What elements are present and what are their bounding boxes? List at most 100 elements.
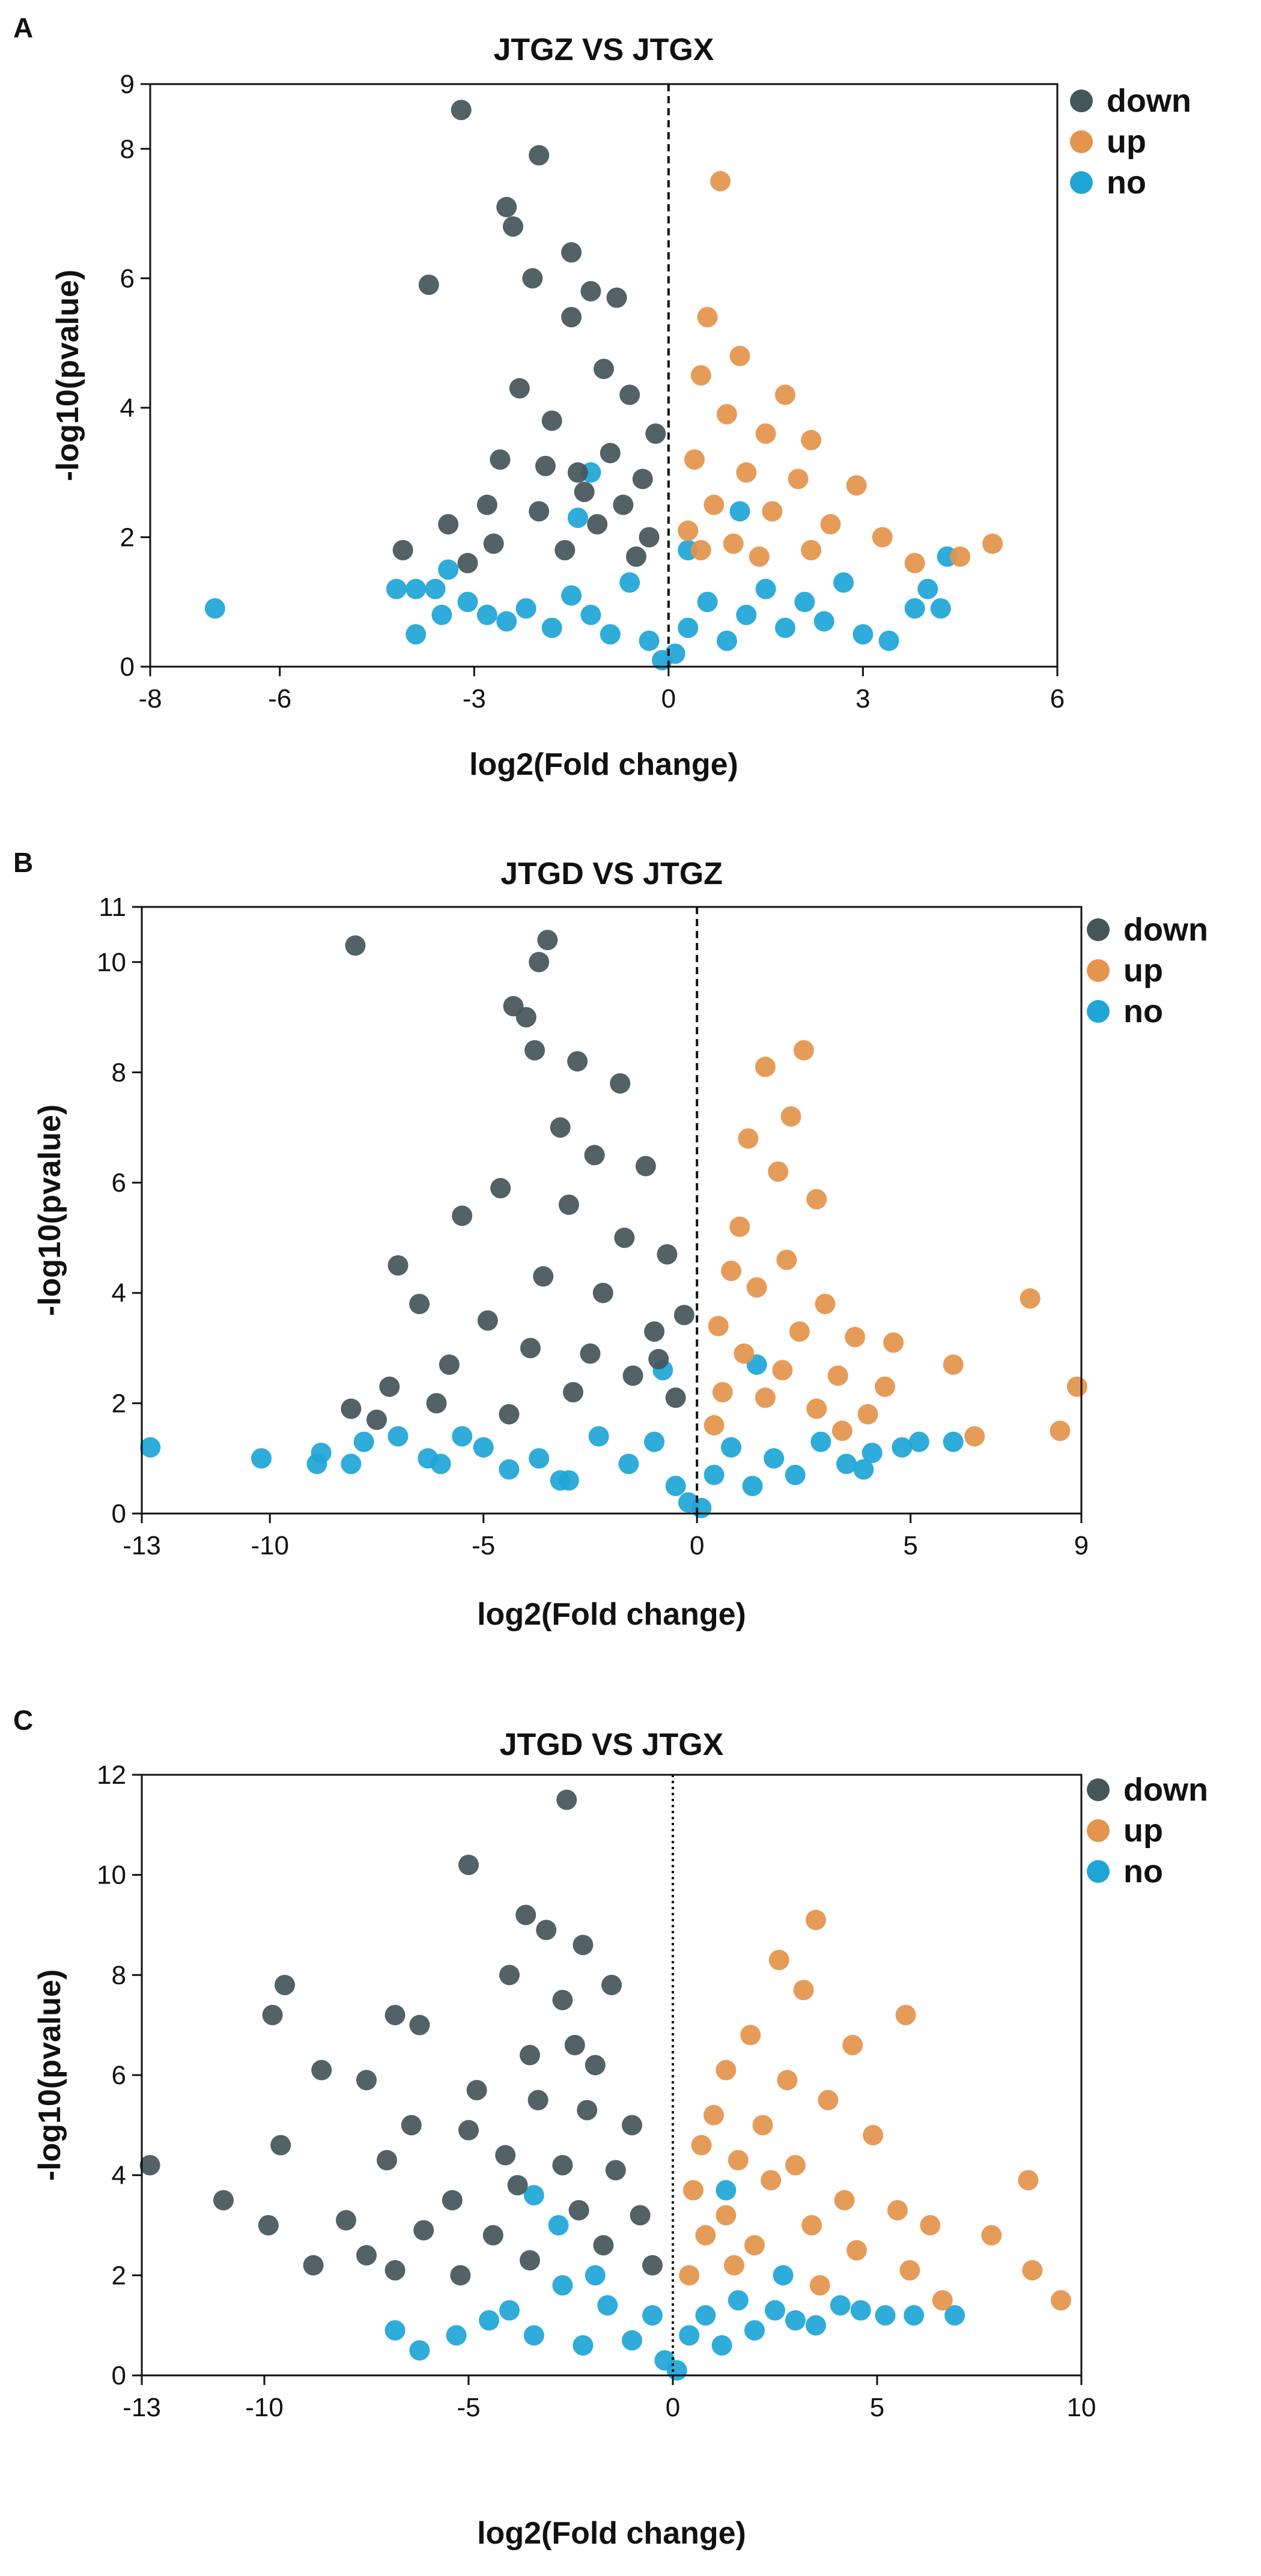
- series-no: [204, 462, 958, 671]
- point-no: [523, 2185, 544, 2205]
- point-no: [755, 578, 776, 599]
- point-down: [139, 2155, 160, 2175]
- point-down: [632, 468, 653, 489]
- point-up: [691, 2135, 712, 2156]
- point-no: [573, 2335, 594, 2356]
- point-no: [830, 2295, 851, 2316]
- panel-label: A: [13, 12, 33, 43]
- point-down: [483, 533, 504, 554]
- chart-title: JTGD VS JTGZ: [500, 856, 723, 891]
- x-tick-label: -8: [138, 684, 162, 714]
- point-up: [920, 2215, 941, 2235]
- point-up: [1066, 1376, 1087, 1397]
- point-down: [577, 2100, 598, 2121]
- legend-label-no: no: [1123, 993, 1163, 1029]
- point-up: [899, 2260, 920, 2281]
- x-tick-label: -13: [123, 2393, 161, 2422]
- point-up: [895, 2005, 916, 2025]
- point-no: [665, 1476, 686, 1497]
- point-down: [552, 1990, 573, 2010]
- point-no: [943, 1431, 964, 1452]
- point-no: [548, 2215, 569, 2235]
- point-no: [473, 1437, 494, 1458]
- x-tick-label: 5: [870, 2393, 884, 2422]
- point-down: [587, 514, 608, 535]
- point-up: [703, 494, 725, 515]
- point-down: [451, 100, 472, 121]
- series-up: [703, 1040, 1087, 1447]
- point-no: [744, 2320, 765, 2341]
- point-down: [520, 1338, 541, 1359]
- point-no: [585, 2265, 606, 2286]
- point-down: [584, 1145, 605, 1166]
- panel-label: B: [13, 847, 33, 878]
- point-down: [213, 2190, 234, 2211]
- plot-frame: [141, 906, 1083, 1515]
- point-no: [409, 2340, 430, 2361]
- x-tick-label: 6: [1050, 684, 1065, 714]
- point-down: [550, 1117, 571, 1138]
- point-up: [772, 1360, 793, 1381]
- x-tick-label: -13: [123, 1531, 161, 1560]
- point-down: [515, 1007, 536, 1028]
- point-down: [541, 410, 562, 431]
- point-up: [780, 1106, 801, 1127]
- x-axis-label: log2(Fold change): [477, 1597, 746, 1632]
- point-down: [384, 2260, 406, 2281]
- point-down: [558, 1194, 579, 1215]
- point-down: [439, 1354, 460, 1375]
- point-down: [458, 1855, 479, 1875]
- point-down: [379, 1376, 400, 1397]
- point-up: [724, 2255, 744, 2276]
- point-down: [409, 2014, 430, 2035]
- point-no: [406, 578, 427, 599]
- point-down: [387, 1255, 409, 1276]
- point-down: [529, 951, 550, 972]
- point-no: [930, 598, 951, 619]
- point-no: [853, 1459, 874, 1480]
- point-no: [697, 592, 718, 613]
- chart-title: JTGZ VS JTGX: [494, 32, 714, 67]
- point-down: [527, 2090, 548, 2111]
- y-tick-label: 8: [120, 135, 135, 164]
- point-down: [482, 2225, 503, 2246]
- point-no: [580, 604, 601, 625]
- point-no: [679, 2325, 700, 2346]
- point-down: [552, 2155, 573, 2175]
- point-up: [872, 527, 893, 548]
- point-no: [457, 592, 478, 613]
- point-up: [806, 1189, 827, 1210]
- point-up: [777, 2070, 798, 2091]
- point-down: [452, 1205, 473, 1226]
- point-down: [345, 935, 366, 956]
- legend-marker-up: [1070, 130, 1093, 153]
- legend: down up no: [1087, 912, 1208, 1029]
- point-down: [622, 1365, 643, 1386]
- x-tick-label: 10: [1067, 2393, 1096, 2422]
- point-down: [409, 1294, 430, 1315]
- point-down: [490, 1178, 511, 1199]
- point-no: [353, 1431, 374, 1452]
- point-up: [729, 1216, 750, 1237]
- point-up: [981, 2225, 1002, 2246]
- point-no: [529, 1448, 550, 1469]
- point-no: [251, 1448, 272, 1469]
- point-no: [721, 1437, 742, 1458]
- point-no: [765, 2300, 785, 2321]
- point-down: [619, 384, 640, 405]
- point-up: [820, 514, 841, 535]
- point-up: [845, 1327, 866, 1348]
- point-down: [622, 2115, 642, 2136]
- point-up: [857, 1404, 878, 1425]
- y-tick-label: 0: [112, 2361, 126, 2390]
- x-axis-label: log2(Fold change): [469, 747, 738, 782]
- point-no: [561, 585, 582, 606]
- point-down: [648, 1348, 669, 1369]
- point-down: [524, 1040, 545, 1061]
- point-no: [479, 2310, 499, 2331]
- y-tick-label: 8: [112, 1960, 126, 1990]
- point-up: [776, 1249, 797, 1270]
- legend-marker-up: [1087, 1819, 1110, 1842]
- point-no: [917, 578, 938, 599]
